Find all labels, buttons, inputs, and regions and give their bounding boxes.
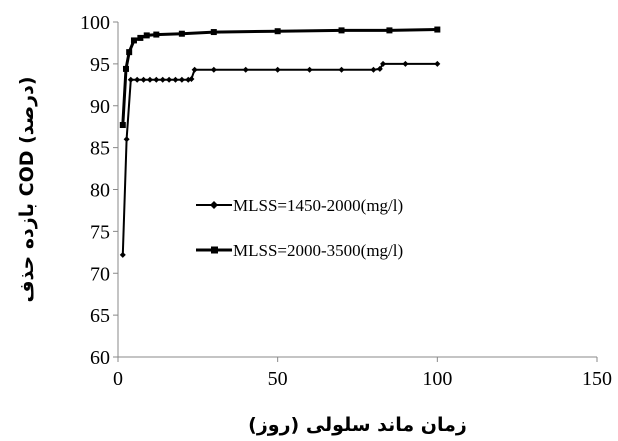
y-tick-label: 75 (90, 221, 110, 243)
data-point (188, 75, 195, 82)
data-point (386, 27, 393, 34)
x-axis-title: زمان ماند سلولی (روز) (248, 414, 467, 436)
y-axis-title: بازده حذف COD (درصد) (16, 76, 38, 302)
x-tick-label: 100 (422, 368, 452, 390)
legend-label: MLSS=1450-2000(mg/l) (233, 196, 403, 215)
data-point (134, 76, 141, 83)
data-point (172, 76, 179, 83)
data-point (380, 60, 387, 67)
data-point (153, 76, 160, 83)
y-tick-label: 100 (80, 12, 110, 34)
data-point (210, 29, 217, 36)
data-point (434, 26, 441, 33)
data-point (127, 76, 134, 83)
y-tick-label: 85 (90, 138, 110, 160)
data-point (123, 136, 130, 143)
data-point (274, 66, 281, 73)
data-point (178, 30, 185, 37)
data-point (370, 66, 377, 73)
axes (117, 22, 597, 358)
data-point (119, 122, 126, 129)
legend-item: MLSS=1450-2000(mg/l) (196, 196, 403, 215)
data-point (274, 28, 281, 35)
y-tick-label: 80 (90, 180, 110, 202)
data-point (178, 76, 185, 83)
series-1 (119, 60, 441, 258)
x-tick-label: 150 (582, 368, 612, 390)
data-point (153, 31, 160, 38)
tick-group: 60 65 70 75 80 85 90 95 100 0 50 100 150 (80, 12, 612, 390)
data-point (191, 66, 198, 73)
data-point (338, 66, 345, 73)
data-point (402, 60, 409, 67)
data-point (159, 76, 166, 83)
series-group (119, 26, 441, 258)
data-point (146, 76, 153, 83)
y-tick-label: 60 (90, 347, 110, 369)
series-line (121, 62, 438, 255)
data-point (210, 66, 217, 73)
data-point (242, 66, 249, 73)
data-point (140, 76, 147, 83)
series-2 (119, 26, 441, 129)
legend: MLSS=1450-2000(mg/l) MLSS=2000-3500(mg/l) (196, 196, 403, 260)
data-point (306, 66, 313, 73)
data-point (130, 37, 137, 44)
data-point (126, 49, 133, 56)
data-point (143, 32, 150, 39)
series-line (121, 28, 438, 126)
data-point (376, 65, 383, 72)
data-point (119, 251, 126, 258)
x-tick-label: 0 (113, 368, 123, 390)
legend-marker (210, 201, 218, 209)
data-point (338, 27, 345, 34)
y-tick-label: 70 (90, 263, 110, 285)
legend-marker (211, 246, 218, 254)
y-tick-label: 95 (90, 54, 110, 76)
data-point (137, 34, 144, 41)
data-point (166, 76, 173, 83)
legend-item: MLSS=2000-3500(mg/l) (196, 241, 403, 260)
x-tick-label: 50 (268, 368, 288, 390)
y-tick-label: 65 (90, 305, 110, 327)
legend-label: MLSS=2000-3500(mg/l) (233, 241, 403, 260)
data-point (122, 65, 129, 72)
data-point (434, 60, 441, 67)
y-tick-label: 90 (90, 96, 110, 118)
